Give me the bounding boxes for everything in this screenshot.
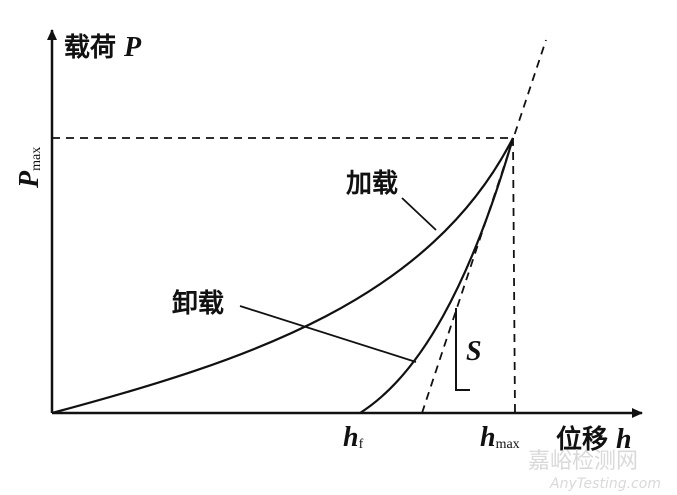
loading-curve [51,137,514,415]
pmax-subscript: max [29,147,44,171]
hf-label: hf [343,422,364,453]
loading-label: 加载 [346,169,398,199]
hmax-symbol: h [480,422,496,453]
hmax-label: hmax [480,422,520,453]
stiffness-bracket [455,308,470,391]
hf-symbol: h [343,422,359,453]
pmax-label: Pmax [14,147,45,189]
unloading-label: 卸载 [172,288,224,319]
watermark-en: AnyTesting.com [549,476,661,492]
unloading-leader [239,305,417,363]
x-symbol: h [616,424,632,455]
hmax-guide [512,137,516,414]
watermark-cn: 嘉峪检测网 [528,449,638,474]
y-symbol: P [123,32,142,63]
x-label: 位移 [556,424,608,455]
x-axis-title: 位移 h [556,424,632,455]
hf-subscript: f [359,437,364,452]
unloading-curve [359,137,515,414]
pmax-symbol: P [14,170,45,189]
stiffness-label: S [466,336,482,367]
y-label: 载荷 [64,33,116,63]
hmax-subscript: max [496,437,520,452]
y-axis-title: 载荷 P [64,32,142,63]
loading-leader [401,197,437,231]
